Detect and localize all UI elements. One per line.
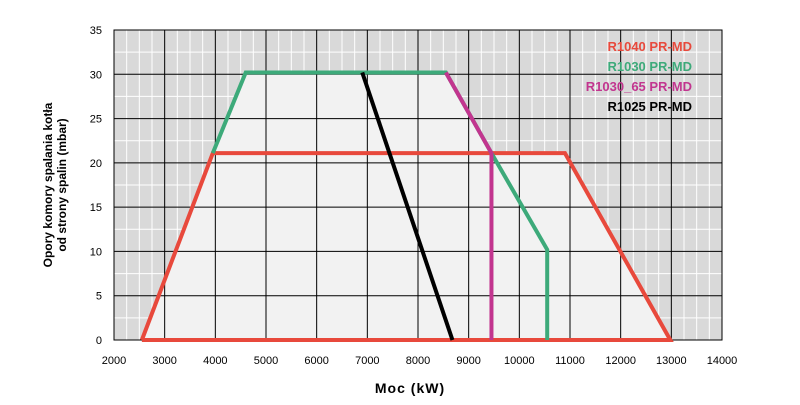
series-line-r1025-pr-md xyxy=(360,71,455,341)
x-axis-label: Moc (kW) xyxy=(375,380,445,396)
y-tick-label: 10 xyxy=(90,246,102,258)
y-tick-label: 20 xyxy=(90,158,102,170)
series-line-r1030-65-pr-md xyxy=(444,71,494,340)
x-tick-label: 5000 xyxy=(254,355,278,367)
x-tick-label: 14000 xyxy=(707,355,738,367)
series-line-r1040-pr-md xyxy=(139,151,674,342)
x-tick-label: 7000 xyxy=(355,355,379,367)
legend-entry: R1030 PR-MD xyxy=(607,59,692,74)
y-tick-label: 25 xyxy=(90,114,102,126)
y-axis-label: od strony spalin (mbar) xyxy=(55,118,69,251)
x-tick-label: 6000 xyxy=(304,355,328,367)
x-tick-label: 3000 xyxy=(152,355,176,367)
x-tick-label: 11000 xyxy=(555,355,585,367)
x-tick-label: 2000 xyxy=(102,355,126,367)
y-tick-label: 0 xyxy=(96,335,102,347)
legend-entry: R1030_65 PR-MD xyxy=(586,79,692,94)
y-axis-label: Opory komory spalania kotła xyxy=(41,102,55,267)
x-tick-label: 13000 xyxy=(656,355,687,367)
y-tick-label: 15 xyxy=(90,202,102,214)
y-tick-label: 35 xyxy=(90,25,102,37)
x-tick-label: 9000 xyxy=(456,355,480,367)
y-tick-label: 30 xyxy=(90,69,102,81)
x-tick-label: 12000 xyxy=(605,355,636,367)
x-tick-label: 10000 xyxy=(504,355,535,367)
x-tick-label: 8000 xyxy=(406,355,430,367)
legend-entry: R1025 PR-MD xyxy=(607,99,692,114)
legend-entry: R1040 PR-MD xyxy=(607,39,692,54)
x-tick-label: 4000 xyxy=(203,355,227,367)
y-tick-label: 5 xyxy=(96,291,102,303)
